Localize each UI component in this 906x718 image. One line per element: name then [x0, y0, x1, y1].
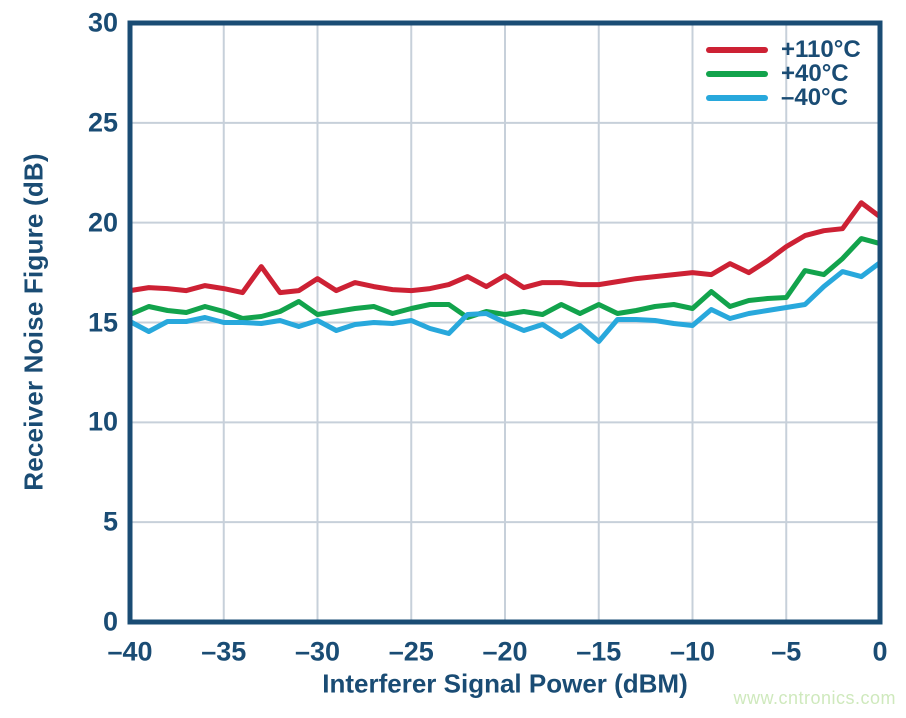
x-tick-label: –20: [482, 636, 528, 667]
watermark: www.cntronics.com: [733, 688, 896, 708]
x-tick-label: –5: [771, 636, 802, 667]
y-tick-label: 30: [87, 7, 118, 38]
legend: +110°C +40°C –40°C: [706, 38, 861, 110]
y-tick-label: 25: [87, 107, 118, 138]
legend-label: +40°C: [781, 60, 849, 87]
y-tick-label: 10: [87, 406, 118, 437]
x-tick-label: –10: [669, 636, 716, 667]
legend-line-swatch: [706, 47, 768, 53]
plot-frame: [127, 20, 883, 625]
legend-row: +40°C: [706, 62, 861, 86]
y-tick-label: 20: [87, 207, 118, 238]
legend-label: –40°C: [781, 84, 848, 111]
x-tick-label: –35: [201, 636, 247, 667]
x-axis-title: Interferer Signal Power (dBM): [322, 668, 688, 699]
legend-label: +110°C: [781, 36, 861, 63]
y-tick-label: 5: [102, 506, 118, 537]
x-tick-label: –15: [576, 636, 622, 667]
legend-row: +110°C: [706, 38, 861, 62]
legend-line-swatch: [706, 71, 768, 77]
series-line-–40°C: [127, 260, 883, 344]
legend-line-swatch: [706, 95, 768, 101]
y-tick-label: 0: [102, 606, 118, 637]
x-tick-label: –40: [107, 636, 153, 667]
legend-row: –40°C: [706, 86, 861, 110]
series-line-+110°C: [127, 200, 883, 296]
series-line-+40°C: [127, 236, 883, 321]
x-tick-label: –25: [388, 636, 434, 667]
y-tick-label: 15: [87, 307, 118, 337]
x-tick-label: –30: [294, 636, 341, 667]
x-tick-label: 0: [872, 636, 888, 667]
